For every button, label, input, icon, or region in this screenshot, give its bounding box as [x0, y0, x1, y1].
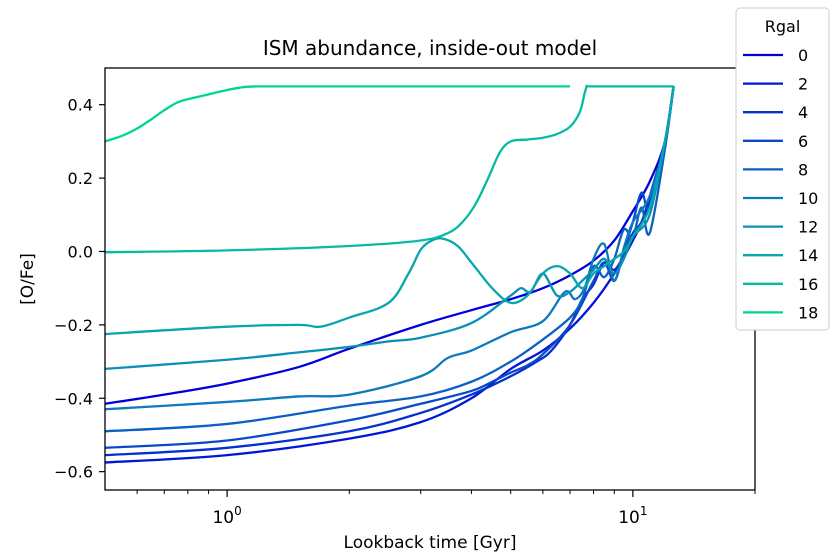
legend-label-rgal-6: 6 — [798, 132, 808, 151]
y-tick-label: 0.2 — [68, 169, 93, 188]
series-line-rgal-10 — [104, 86, 675, 411]
series-line-rgal-18 — [104, 85, 571, 143]
legend-label-rgal-16: 16 — [798, 275, 818, 294]
x-axis-label: Lookback time [Gyr] — [344, 533, 517, 553]
x-axis: 100 101 — [136, 490, 756, 528]
y-tick-label: −0.2 — [54, 316, 93, 335]
y-axis-label: [O/Fe] — [18, 253, 38, 305]
legend-label-rgal-18: 18 — [798, 303, 818, 322]
y-tick-label: 0.4 — [68, 96, 93, 115]
series-line-rgal-8 — [104, 86, 675, 433]
x-tick-label: 101 — [618, 504, 647, 528]
y-tick-label: −0.6 — [54, 463, 93, 482]
series-line-rgal-6 — [104, 86, 675, 449]
y-tick-label: −0.4 — [54, 389, 93, 408]
series-line-rgal-14 — [104, 86, 675, 336]
chart-title: ISM abundance, inside-out model — [263, 36, 597, 60]
y-axis: 0.4 0.2 0.0 −0.2 −0.4 −0.6 — [54, 96, 105, 482]
legend: Rgal 0 2 4 6 8 10 12 14 16 18 — [735, 7, 830, 331]
series-line-rgal-16 — [104, 84, 674, 254]
legend-label-rgal-4: 4 — [798, 103, 808, 122]
legend-label-rgal-0: 0 — [798, 46, 808, 65]
legend-label-rgal-12: 12 — [798, 218, 818, 237]
y-tick-label: 0.0 — [68, 242, 93, 261]
series-line-rgal-12 — [104, 86, 675, 371]
plot-lines — [104, 84, 675, 464]
legend-label-rgal-8: 8 — [798, 160, 808, 179]
series-line-rgal-0 — [104, 86, 675, 405]
legend-label-rgal-2: 2 — [798, 75, 808, 94]
x-tick-label: 100 — [212, 504, 241, 528]
legend-items: 0 2 4 6 8 10 12 14 16 18 — [743, 46, 818, 322]
legend-label-rgal-14: 14 — [798, 246, 818, 265]
legend-label-rgal-10: 10 — [798, 189, 818, 208]
legend-title: Rgal — [765, 17, 801, 36]
